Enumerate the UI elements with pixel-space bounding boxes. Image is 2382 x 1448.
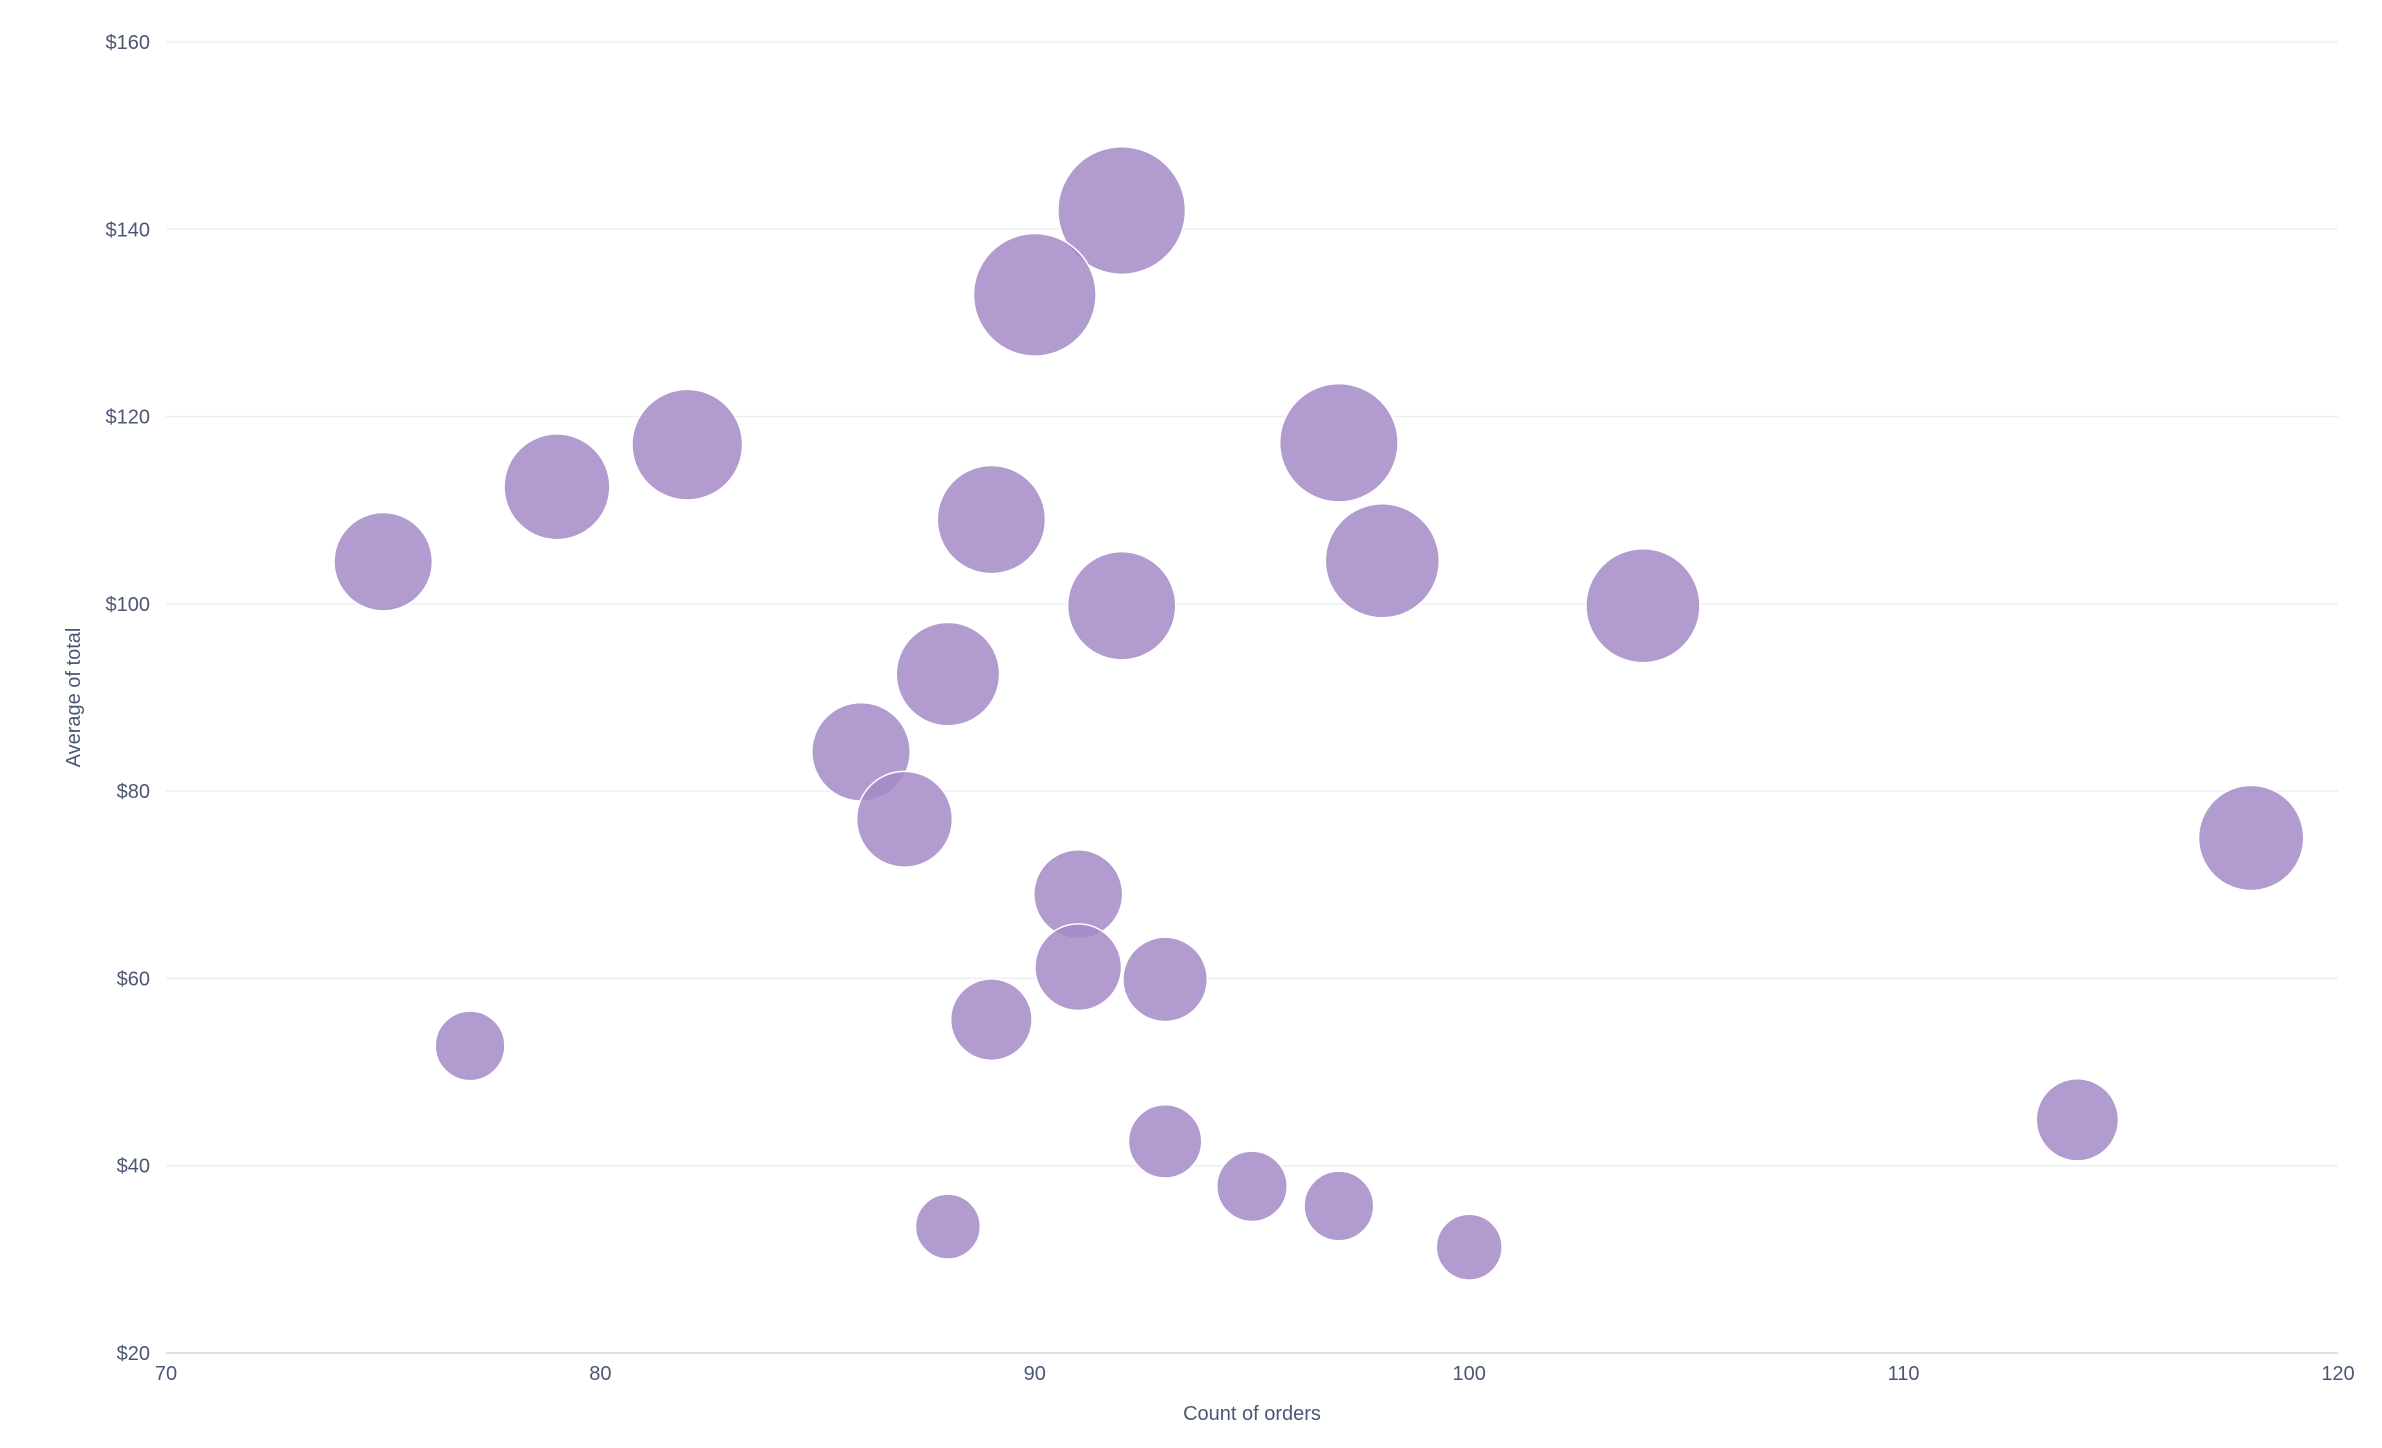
y-tick-label: $20 (117, 1343, 150, 1365)
data-point[interactable] (2035, 1077, 2120, 1162)
data-point[interactable] (1057, 146, 1187, 276)
data-point[interactable] (434, 1010, 506, 1082)
data-point[interactable] (895, 621, 1001, 727)
y-tick-label: $120 (106, 407, 151, 429)
x-tick-label: 120 (2321, 1363, 2354, 1385)
data-point[interactable] (333, 511, 434, 612)
y-axis-title: Average of total (63, 628, 85, 768)
y-tick-label: $160 (106, 32, 151, 54)
gridlines (166, 41, 2338, 1167)
data-point[interactable] (914, 1193, 982, 1260)
x-axis-title: Count of orders (1183, 1403, 1321, 1425)
data-point[interactable] (2197, 784, 2305, 892)
data-point[interactable] (1278, 382, 1399, 503)
y-tick-label: $100 (106, 594, 151, 616)
y-tick-label: $80 (117, 781, 150, 803)
data-point[interactable] (1216, 1150, 1288, 1223)
data-point[interactable] (1127, 1104, 1203, 1179)
x-tick-label: 90 (1024, 1363, 1046, 1385)
data-point[interactable] (503, 433, 611, 541)
data-point[interactable] (1034, 923, 1123, 1012)
x-tick-label: 100 (1453, 1363, 1486, 1385)
data-point[interactable] (631, 388, 744, 501)
data-point[interactable] (855, 770, 954, 868)
data-point[interactable] (949, 978, 1033, 1062)
bubbles (333, 146, 2305, 1281)
data-point[interactable] (972, 232, 1097, 357)
data-point[interactable] (1324, 503, 1441, 619)
data-point[interactable] (936, 464, 1047, 575)
data-point[interactable] (1303, 1170, 1375, 1242)
data-point[interactable] (1585, 547, 1701, 664)
y-axis-tick-labels: $20 $40 $60 $80 $100 $120 $140 $160 (106, 32, 151, 1365)
y-tick-label: $60 (117, 968, 150, 990)
data-point[interactable] (1122, 936, 1209, 1023)
y-tick-label: $40 (117, 1156, 150, 1178)
data-point[interactable] (1066, 550, 1177, 661)
x-axis-tick-labels: 70 80 90 100 110 120 (155, 1363, 2355, 1385)
data-point[interactable] (1435, 1213, 1503, 1281)
y-tick-label: $140 (106, 219, 151, 241)
x-tick-label: 110 (1888, 1363, 1920, 1385)
x-tick-label: 70 (155, 1363, 177, 1385)
x-tick-label: 80 (589, 1363, 611, 1385)
